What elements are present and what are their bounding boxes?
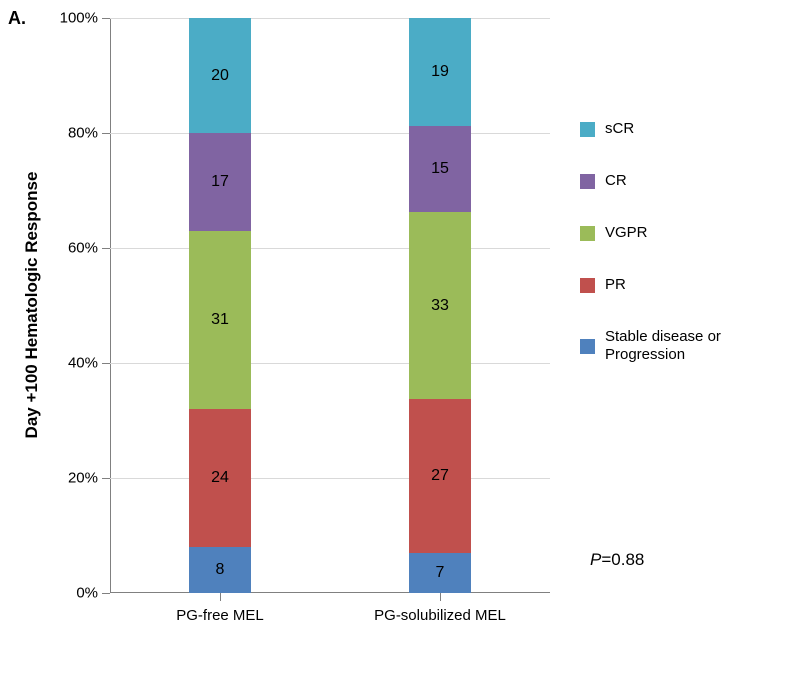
segment-value-label: 33 xyxy=(431,297,449,315)
legend-swatch xyxy=(580,278,595,293)
bar-group: 7 27 33 15 19 xyxy=(409,18,471,593)
bar-segment-cr: 15 xyxy=(409,126,471,211)
plot-area: 0%20%40%60%80%100%PG-free MEL824311720PG… xyxy=(110,18,550,593)
p-value-number: =0.88 xyxy=(601,550,644,569)
segment-value-label: 27 xyxy=(431,467,449,485)
figure-panel: A. Day +100 Hematologic Response 0% 20% 40… xyxy=(0,0,800,673)
y-tick-label: 0% xyxy=(76,585,110,602)
gridline xyxy=(110,133,550,134)
bar-segment-scr: 19 xyxy=(409,18,471,126)
segment-value-label: 17 xyxy=(211,173,229,191)
bar-segment-pr: 24 xyxy=(189,409,251,547)
legend-swatch xyxy=(580,339,595,354)
legend-item-pr: PR xyxy=(580,276,790,294)
y-tick-label: 80% xyxy=(68,125,110,142)
x-tick-label: PG-solubilized MEL xyxy=(374,593,506,624)
bar-segment-vgpr: 31 xyxy=(189,231,251,409)
bar-segment-scr: 20 xyxy=(189,18,251,133)
y-tick-label: 20% xyxy=(68,470,110,487)
bar-segment-cr: 17 xyxy=(189,133,251,231)
gridline xyxy=(110,363,550,364)
legend-label: Stable disease or Progression xyxy=(605,328,790,364)
legend-label: CR xyxy=(605,172,627,190)
panel-label: A. xyxy=(8,8,26,29)
legend-item-vgpr: VGPR xyxy=(580,224,790,242)
gridline xyxy=(110,18,550,19)
y-tick-label: 60% xyxy=(68,240,110,257)
gridline xyxy=(110,478,550,479)
legend-label: PR xyxy=(605,276,626,294)
x-tick-label: PG-free MEL xyxy=(176,593,264,624)
segment-value-label: 20 xyxy=(211,67,229,85)
bar-segment-stable: 7 xyxy=(409,553,471,593)
y-tick-label: 40% xyxy=(68,355,110,372)
y-tick-label: 100% xyxy=(60,10,110,27)
segment-value-label: 7 xyxy=(436,564,445,582)
legend-label: VGPR xyxy=(605,224,648,242)
legend: sCR CR VGPR PR Stable disease or Progression xyxy=(580,120,790,398)
legend-item-cr: CR xyxy=(580,172,790,190)
segment-value-label: 31 xyxy=(211,311,229,329)
p-value-symbol: P xyxy=(590,550,601,569)
gridline xyxy=(110,248,550,249)
bar-group: 8 24 31 17 20 xyxy=(189,18,251,593)
legend-item-stable: Stable disease or Progression xyxy=(580,328,790,364)
legend-swatch xyxy=(580,174,595,189)
legend-swatch xyxy=(580,122,595,137)
bar-segment-stable: 8 xyxy=(189,547,251,593)
segment-value-label: 8 xyxy=(216,561,225,579)
bar-segment-vgpr: 33 xyxy=(409,212,471,400)
y-axis-label: Day +100 Hematologic Response xyxy=(22,172,42,439)
p-value: P=0.88 xyxy=(590,550,644,570)
segment-value-label: 15 xyxy=(431,160,449,178)
legend-item-scr: sCR xyxy=(580,120,790,138)
bar-segment-pr: 27 xyxy=(409,399,471,553)
legend-label: sCR xyxy=(605,120,634,138)
y-axis-line xyxy=(110,18,111,593)
segment-value-label: 24 xyxy=(211,469,229,487)
segment-value-label: 19 xyxy=(431,63,449,81)
legend-swatch xyxy=(580,226,595,241)
